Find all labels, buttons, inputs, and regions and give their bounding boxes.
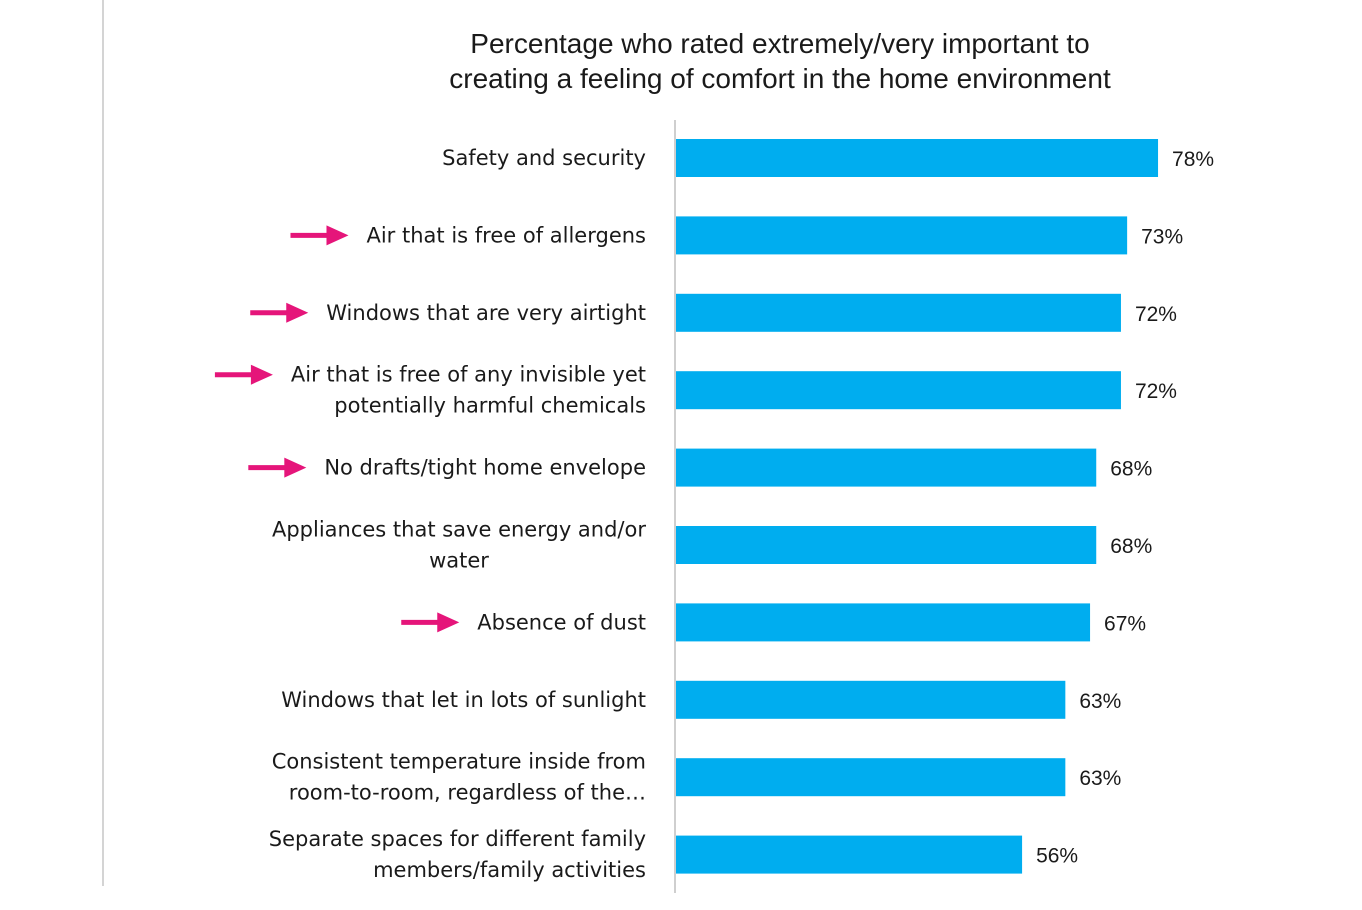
category-label: Separate spaces for different family [269, 827, 646, 851]
bar [676, 139, 1159, 177]
left-divider-line [102, 0, 104, 886]
value-label: 56% [1036, 845, 1078, 868]
category-label: Windows that let in lots of sunlight [281, 688, 646, 712]
chart-title-line-1: Percentage who rated extremely/very impo… [470, 28, 1090, 59]
highlight-arrow-icon [248, 457, 307, 478]
chart-title: Percentage who rated extremely/very impo… [280, 26, 1280, 96]
value-label: 68% [1110, 458, 1152, 481]
bar [676, 603, 1091, 642]
category-label: Consistent temperature inside from [272, 750, 646, 774]
bar [676, 835, 1023, 874]
bar [676, 371, 1121, 410]
bar [676, 216, 1128, 255]
highlight-arrow-icon [290, 225, 349, 246]
category-label: Appliances that save energy and/or [272, 518, 646, 542]
value-label: 78% [1172, 148, 1214, 171]
category-label: Absence of dust [477, 610, 646, 634]
category-label: No drafts/tight home envelope [324, 456, 646, 480]
highlight-arrow-icon [401, 612, 460, 633]
category-label: Windows that are very airtight [326, 301, 646, 325]
category-label: Safety and security [442, 146, 646, 170]
bar [676, 680, 1066, 719]
bar [676, 758, 1066, 797]
bar [676, 448, 1097, 487]
category-label: Air that is free of allergens [366, 223, 646, 247]
value-label: 73% [1141, 225, 1183, 248]
value-label: 68% [1110, 535, 1152, 558]
chart-title-line-2: creating a feeling of comfort in the hom… [449, 63, 1111, 94]
highlight-arrow-icon [250, 302, 309, 323]
category-label: Air that is free of any invisible yet [291, 363, 646, 387]
value-label: 72% [1135, 303, 1177, 326]
category-label: potentially harmful chemicals [334, 394, 646, 418]
bar [676, 293, 1121, 332]
value-label: 72% [1135, 380, 1177, 403]
highlight-arrow-icon [214, 364, 273, 385]
category-label: members/family activities [373, 858, 646, 882]
value-label: 67% [1104, 612, 1146, 635]
bar [676, 526, 1097, 564]
value-label: 63% [1079, 767, 1121, 790]
category-label: water [429, 549, 489, 573]
value-label: 63% [1079, 690, 1121, 713]
category-label: room-to-room, regardless of the… [289, 781, 646, 805]
